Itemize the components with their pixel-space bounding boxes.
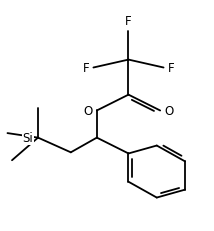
Text: O: O [83,104,93,118]
Text: Si: Si [23,131,33,145]
Text: F: F [83,62,89,75]
Text: F: F [125,15,132,28]
Text: O: O [164,104,174,118]
Text: F: F [168,62,174,75]
